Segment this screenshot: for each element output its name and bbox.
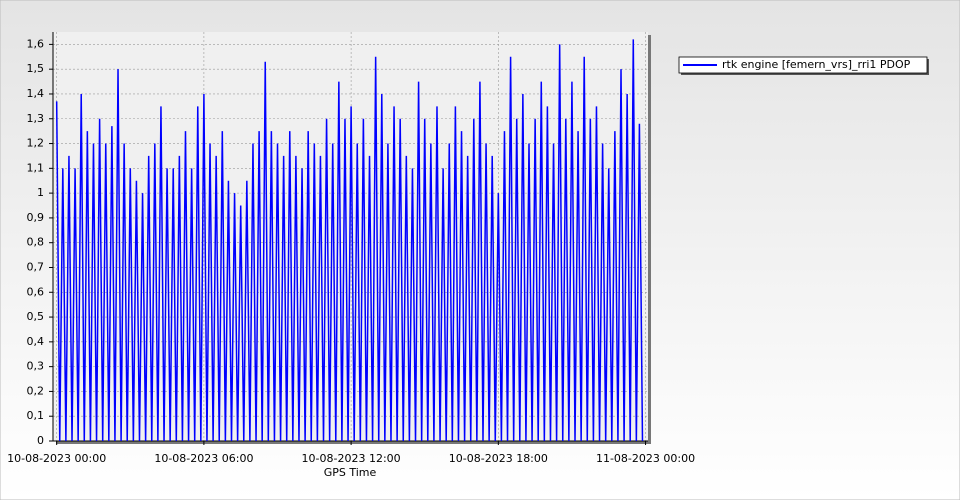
y-tick-label: 1,2	[27, 137, 45, 150]
x-tick-label: 10-08-2023 00:00	[7, 452, 106, 465]
y-tick-label: 1,5	[27, 62, 45, 75]
x-tick-label: 10-08-2023 06:00	[154, 452, 253, 465]
y-tick-label: 0,5	[27, 310, 45, 323]
y-tick-label: 0,9	[27, 211, 45, 224]
x-axis-label: GPS Time	[324, 466, 377, 479]
legend-box	[678, 56, 928, 74]
y-tick-label: 0	[37, 434, 44, 447]
y-tick-label: 0,2	[27, 384, 45, 397]
y-tick-label: 0,4	[27, 335, 45, 348]
x-tick-label: 11-08-2023 00:00	[596, 452, 695, 465]
y-tick-label: 0,6	[27, 285, 45, 298]
y-tick-label: 0,3	[27, 360, 45, 373]
y-tick-label: 1,4	[27, 87, 45, 100]
y-tick-label: 0,1	[27, 409, 45, 422]
data-line	[55, 39, 644, 442]
y-tick-label: 0,8	[27, 236, 45, 249]
x-tick-label: 10-08-2023 12:00	[302, 452, 401, 465]
y-tick-label: 1	[37, 186, 44, 199]
y-tick-label: 0,7	[27, 260, 45, 273]
y-tick-label: 1,1	[27, 161, 45, 174]
legend-label: rtk engine [femern_vrs]_rri1 PDOP	[722, 58, 911, 71]
y-tick-label: 1,6	[27, 37, 45, 50]
y-tick-label: 1,3	[27, 112, 45, 125]
x-tick-label: 10-08-2023 18:00	[449, 452, 548, 465]
